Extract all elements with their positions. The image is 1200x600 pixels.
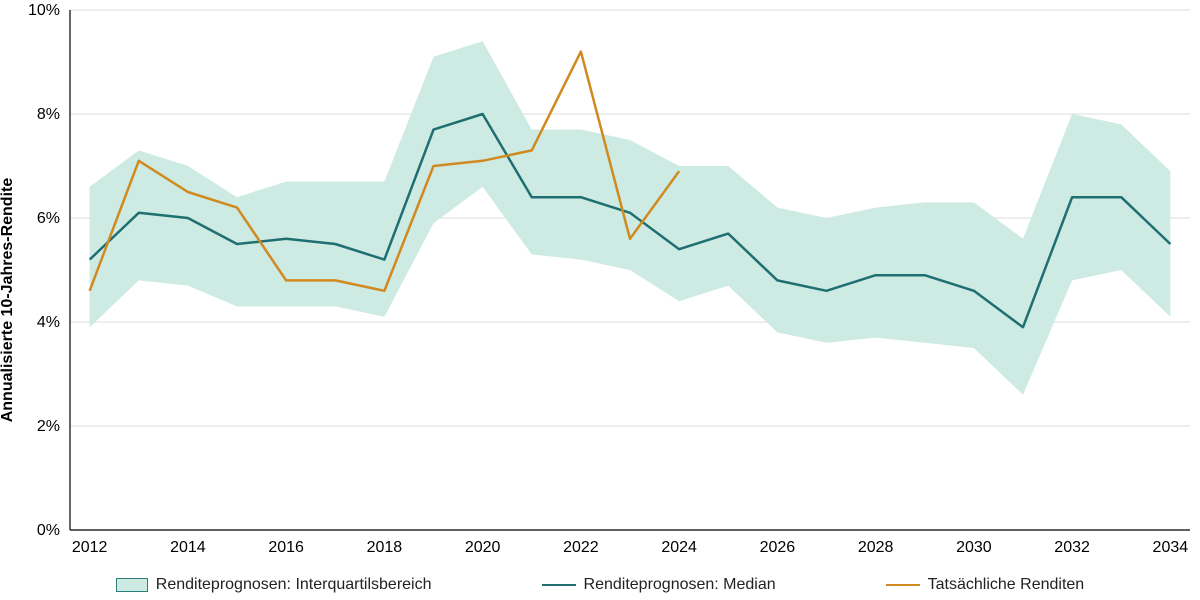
legend-label: Tatsächliche Renditen	[928, 576, 1085, 594]
svg-text:2020: 2020	[465, 539, 501, 556]
svg-text:2034: 2034	[1153, 539, 1189, 556]
legend-label: Renditeprognosen: Interquartilsbereich	[156, 576, 432, 594]
y-axis-label: Annualisierte 10-Jahres-Rendite	[0, 178, 17, 423]
svg-text:2012: 2012	[72, 539, 108, 556]
svg-text:6%: 6%	[37, 210, 60, 227]
legend-swatch-line	[542, 584, 576, 586]
svg-text:0%: 0%	[37, 522, 60, 539]
legend-swatch-line	[886, 584, 920, 586]
legend-item-iqr: Renditeprognosen: Interquartilsbereich	[116, 576, 432, 594]
svg-text:2030: 2030	[956, 539, 992, 556]
svg-text:2024: 2024	[661, 539, 697, 556]
svg-text:2018: 2018	[367, 539, 403, 556]
chart-svg: 0% 2% 4% 6% 8% 10% 2012 2014 2016 2018 2020 2022 202…	[0, 0, 1200, 600]
svg-text:2032: 2032	[1054, 539, 1090, 556]
legend-item-actual: Tatsächliche Renditen	[886, 576, 1085, 594]
chart-legend: Renditeprognosen: Interquartilsbereich R…	[0, 576, 1200, 594]
svg-text:4%: 4%	[37, 314, 60, 331]
svg-text:2%: 2%	[37, 418, 60, 435]
svg-text:2014: 2014	[170, 539, 206, 556]
legend-item-median: Renditeprognosen: Median	[542, 576, 776, 594]
legend-swatch-area	[116, 578, 148, 592]
svg-text:2022: 2022	[563, 539, 599, 556]
return-forecast-chart: Annualisierte 10-Jahres-Rendite 0% 2% 4% 6%…	[0, 0, 1200, 600]
svg-text:2028: 2028	[858, 539, 894, 556]
svg-text:10%: 10%	[28, 2, 60, 19]
svg-text:2026: 2026	[760, 539, 796, 556]
svg-text:8%: 8%	[37, 106, 60, 123]
svg-text:2016: 2016	[268, 539, 304, 556]
legend-label: Renditeprognosen: Median	[584, 576, 776, 594]
